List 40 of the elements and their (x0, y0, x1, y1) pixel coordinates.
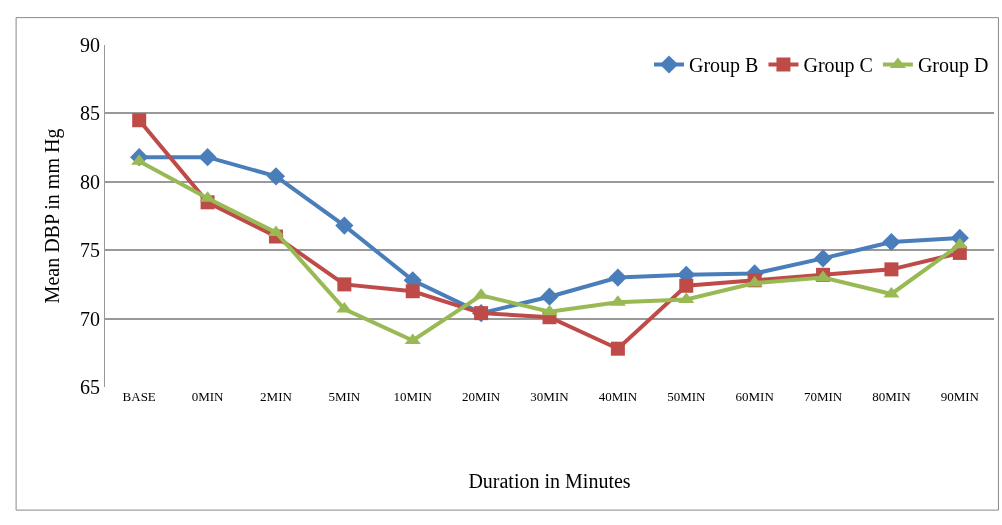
point (883, 286, 900, 298)
point (335, 216, 354, 235)
point (540, 287, 559, 306)
point (608, 268, 627, 287)
x-tick-label: 60MIN (735, 389, 775, 404)
legend-label: Group B (689, 54, 759, 78)
x-tick-label: 40MIN (598, 389, 638, 404)
point (541, 304, 558, 316)
y-tick-label: 90 (80, 34, 100, 56)
point (132, 113, 147, 128)
legend-label: Group C (803, 54, 873, 78)
x-axis-title: Duration in Minutes (468, 469, 631, 492)
point (610, 341, 625, 356)
legend-label: Group D (917, 54, 989, 78)
point (405, 284, 420, 299)
y-tick-label: 70 (80, 307, 100, 330)
point (951, 237, 968, 249)
point (813, 249, 833, 268)
x-tick-label: 10MIN (393, 389, 433, 404)
point (198, 148, 217, 167)
x-tick-label: 70MIN (803, 389, 843, 404)
point (337, 277, 352, 292)
x-tick-label: 90MIN (940, 389, 980, 404)
y-tick-label: 85 (80, 102, 100, 125)
point (266, 167, 286, 186)
y-tick-label: 75 (80, 239, 100, 262)
x-tick-label: 50MIN (667, 389, 707, 404)
x-tick-label: 0MIN (191, 389, 225, 404)
y-tick-label: 80 (80, 170, 100, 193)
x-tick-label: 30MIN (530, 389, 570, 404)
point (884, 262, 899, 277)
x-tick-label: 5MIN (328, 389, 361, 404)
point (882, 232, 901, 252)
y-tick-label: 65 (80, 376, 100, 398)
x-tick-label: 2MIN (260, 389, 293, 404)
point (679, 278, 694, 293)
x-tick-label: 20MIN (461, 389, 501, 404)
x-tick-label: 80MIN (872, 389, 912, 404)
y-axis-title: Mean DBP in mm Hg (40, 128, 64, 304)
x-tick-label: BASE (122, 389, 156, 404)
